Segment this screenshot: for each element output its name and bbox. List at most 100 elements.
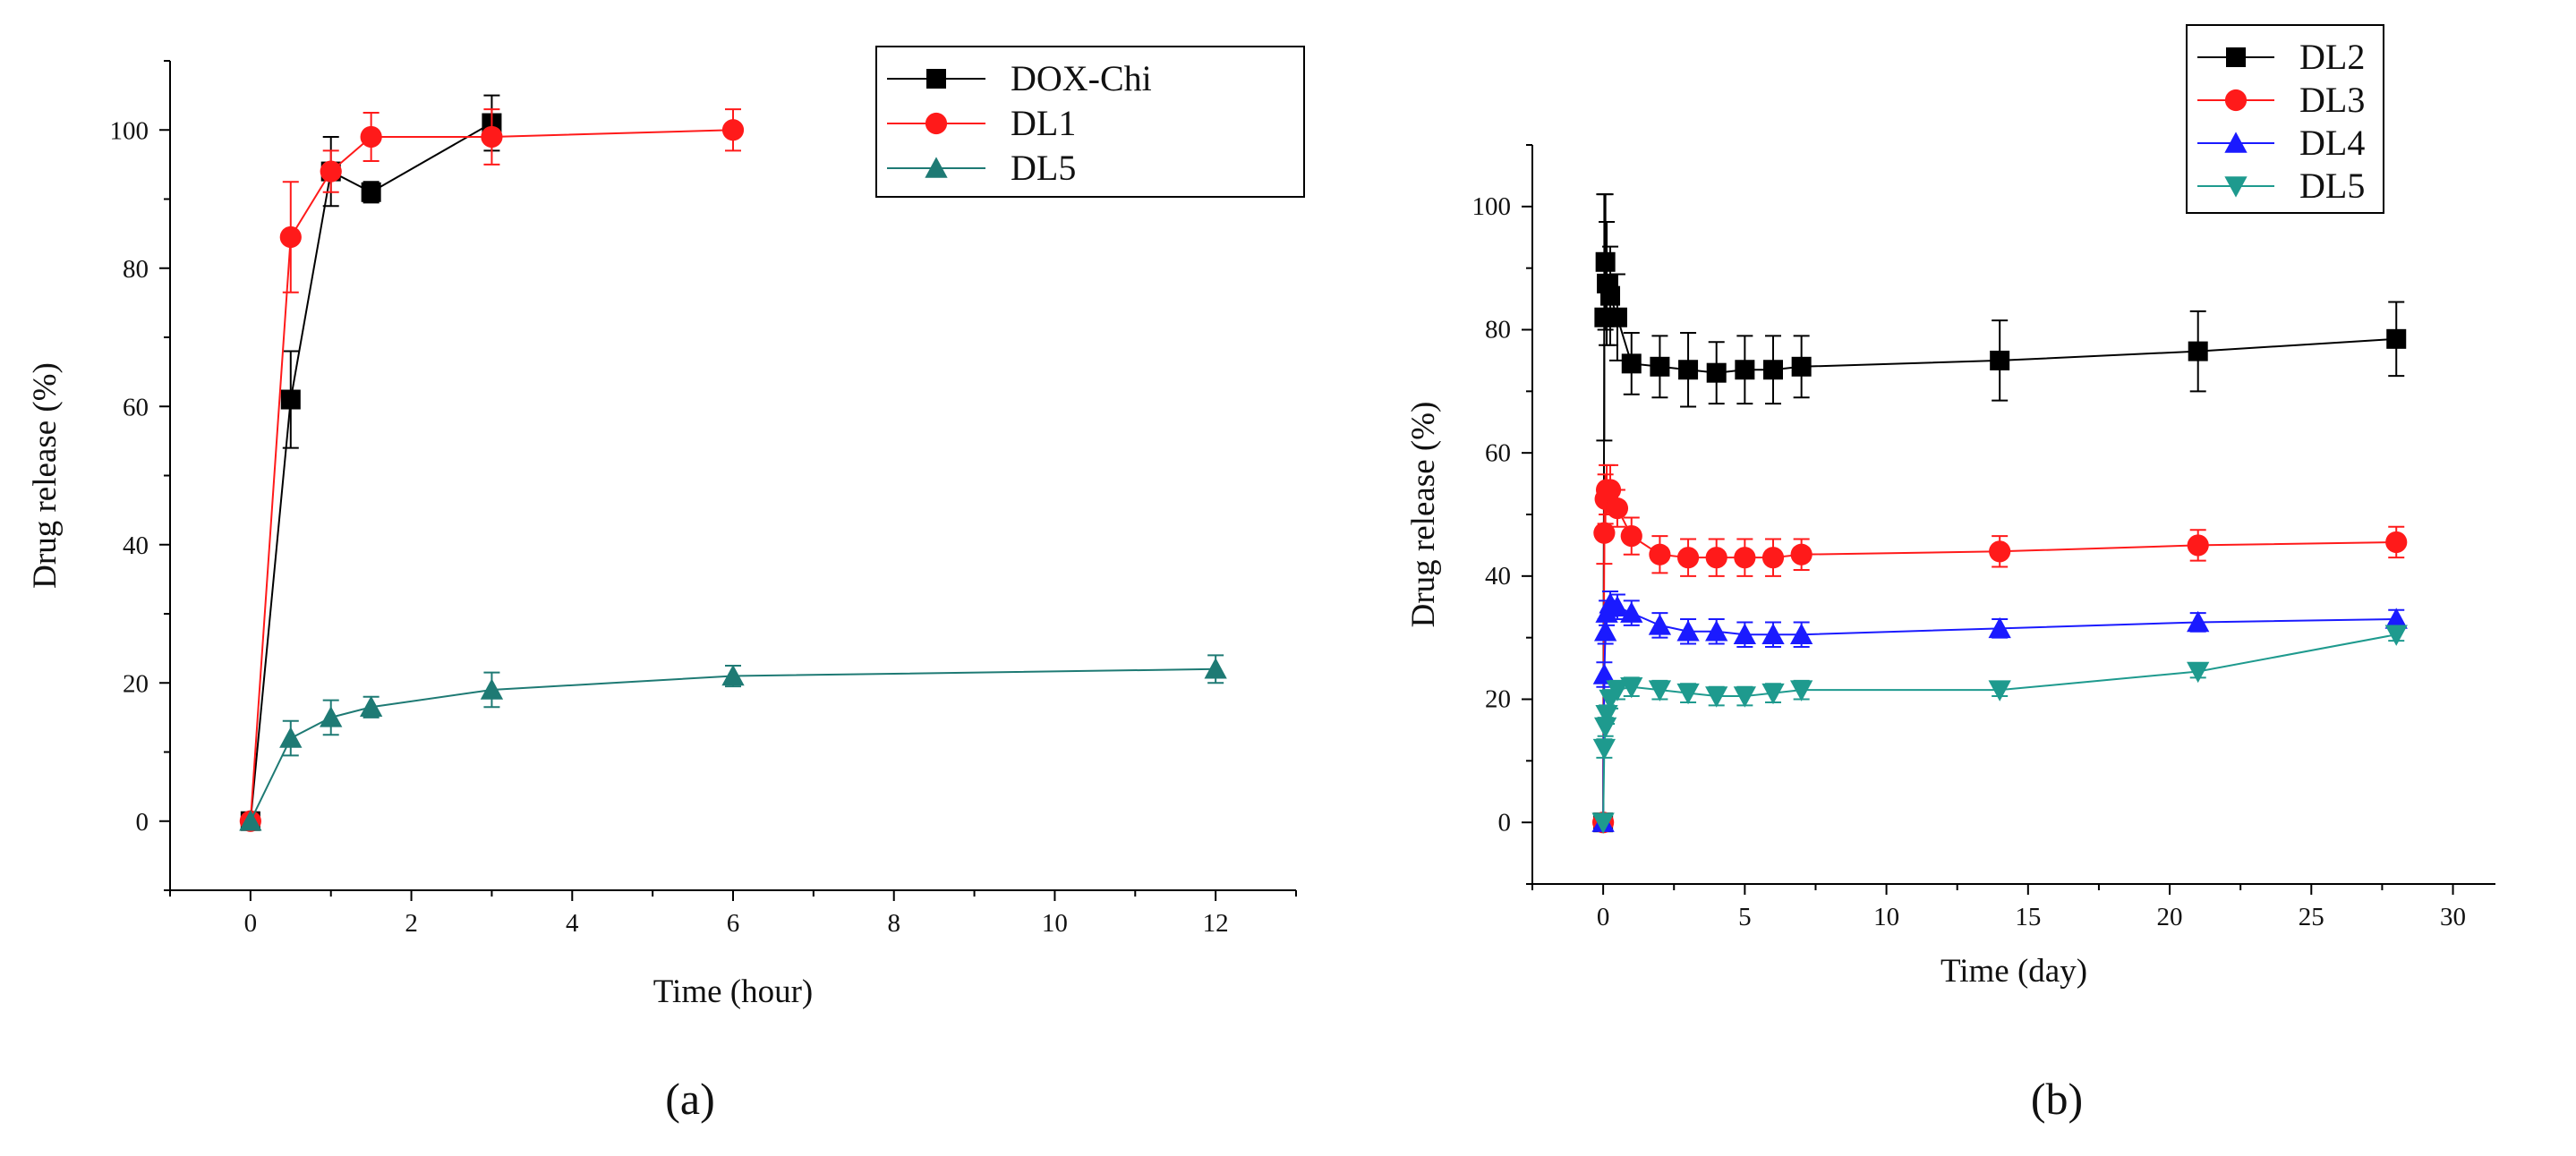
data-point (1606, 497, 1629, 520)
data-point (1676, 683, 1700, 705)
data-point (1620, 676, 1643, 699)
data-point (481, 125, 503, 149)
data-point (480, 678, 504, 700)
series-dox-chi (240, 94, 502, 831)
data-point (359, 695, 383, 718)
x-axis-title: Time (hour) (653, 973, 814, 1010)
data-point (239, 810, 262, 831)
data-point (1650, 356, 1670, 377)
legend-label: DL5 (2299, 166, 2365, 206)
x-tick-label: 0 (1597, 903, 1610, 931)
data-point (1990, 350, 2010, 370)
data-point (2187, 534, 2209, 557)
legend-label: DL5 (1011, 148, 1076, 188)
legend-box (875, 46, 1305, 198)
data-point (1648, 680, 1672, 701)
data-point (1789, 680, 1813, 701)
legend-swatch-marker (926, 69, 946, 89)
data-point (1678, 360, 1699, 380)
y-tick-label: 0 (1498, 808, 1512, 837)
data-point (1789, 623, 1813, 644)
x-tick-label: 10 (1042, 909, 1068, 938)
data-point (1592, 738, 1616, 761)
legend-swatch-marker (2224, 89, 2248, 112)
data-point (1593, 717, 1617, 739)
data-point (2187, 610, 2210, 633)
data-point (1706, 362, 1727, 383)
data-point (1676, 547, 1700, 569)
legend-label: DL1 (1011, 103, 1076, 143)
series-dl4 (1591, 591, 2408, 832)
data-point (2187, 661, 2210, 684)
y-axis-title: Drug release (%) (27, 362, 64, 589)
x-tick-label: 8 (887, 909, 900, 938)
data-point (1761, 547, 1785, 569)
x-tick-label: 25 (2299, 903, 2324, 931)
data-point (721, 664, 745, 686)
legend-label: DOX-Chi (1011, 58, 1152, 98)
data-point (1735, 360, 1755, 380)
series-dl2 (1593, 193, 2407, 833)
y-tick-label: 100 (1472, 192, 1512, 221)
data-point (1761, 683, 1785, 705)
data-point (1648, 614, 1672, 635)
x-tick-label: 2 (405, 909, 418, 938)
data-point (360, 125, 382, 149)
data-point (1607, 307, 1627, 327)
data-point (1988, 616, 2011, 639)
series-dl1 (239, 108, 745, 832)
series-line (249, 129, 734, 821)
chart-panel-a: 0 20 40 60 80 100 0 2 4 6 8 10 12 Time (hour) Drug rel… (27, 46, 1305, 1010)
data-point (280, 389, 301, 410)
y-tick-label: 40 (1485, 562, 1511, 591)
data-point (1606, 680, 1629, 701)
panel-label-b: (b) (2031, 1074, 2083, 1124)
series-dl3 (1592, 463, 2408, 834)
x-tick-label: 10 (1873, 903, 1899, 931)
data-point (1734, 547, 1756, 569)
y-tick-label: 60 (1485, 438, 1511, 467)
data-point (1733, 686, 1757, 708)
data-point (1621, 353, 1642, 374)
y-axis-title: Drug release (%) (1405, 402, 1442, 628)
data-point (320, 160, 342, 183)
data-point (1761, 623, 1785, 644)
data-point (279, 727, 303, 748)
legend-label: DL3 (2299, 80, 2365, 120)
y-tick-label: 20 (123, 669, 149, 698)
y-tick-label: 40 (123, 531, 149, 560)
x-tick-label: 20 (2157, 903, 2183, 931)
legend-label: DL2 (2299, 37, 2365, 77)
data-point (1620, 524, 1642, 548)
data-point (1606, 595, 1629, 617)
data-point (1593, 522, 1616, 544)
data-point (2386, 328, 2407, 349)
x-tick-label: 0 (244, 909, 258, 938)
data-point (1204, 658, 1227, 679)
data-point (2188, 341, 2208, 361)
chart-panel-b: 0 20 40 60 80 100 0 5 10 15 20 25 30 Time (day) Drug r… (1405, 24, 2495, 990)
data-point (1791, 356, 1812, 377)
panel-label-a: (a) (665, 1074, 715, 1124)
data-point (1592, 663, 1616, 684)
data-point (2384, 625, 2408, 646)
data-point (1591, 812, 1615, 834)
data-point (1649, 543, 1671, 565)
x-tick-label: 5 (1738, 903, 1752, 931)
legend-label: DL4 (2299, 123, 2365, 163)
y-tick-label: 80 (123, 255, 149, 284)
data-point (279, 225, 302, 249)
y-tick-label: 20 (1485, 685, 1511, 714)
series-line (1602, 633, 2397, 823)
data-point (1676, 620, 1700, 642)
legend: DOX-Chi DL1 DL5 (875, 46, 1305, 198)
legend-swatch-marker (925, 112, 948, 135)
y-tick-label: 0 (136, 808, 149, 837)
data-point (1595, 251, 1616, 272)
y-tick-label: 80 (1485, 316, 1511, 344)
data-point (2384, 608, 2408, 629)
y-tick-label: 60 (123, 393, 149, 421)
data-point (1705, 686, 1728, 708)
